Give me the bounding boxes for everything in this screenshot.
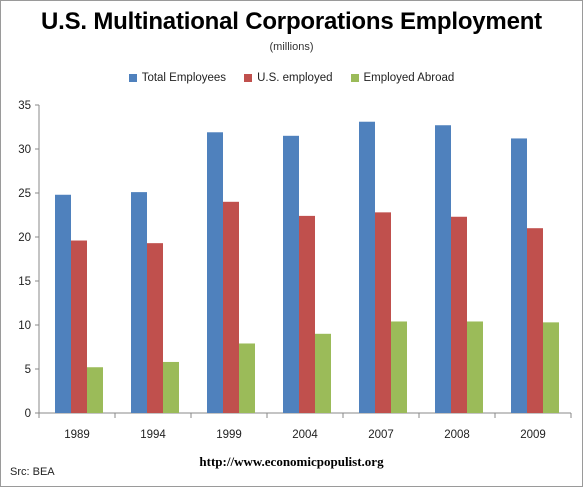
legend-swatch-abroad bbox=[350, 74, 359, 82]
bar-employed-abroad-1994 bbox=[163, 361, 179, 413]
source-note: Src: BEA bbox=[10, 466, 55, 478]
bar-employed-abroad-1989 bbox=[87, 367, 103, 413]
legend-item-abroad: Employed Abroad bbox=[350, 72, 455, 84]
bar-u-s-employed-2007 bbox=[375, 212, 391, 413]
y-tick-label: 15 bbox=[18, 276, 31, 288]
bar-u-s-employed-2009 bbox=[527, 228, 543, 413]
x-tick-label: 1989 bbox=[64, 429, 90, 441]
bar-u-s-employed-2008 bbox=[451, 216, 467, 413]
chart-subtitle: (millions) bbox=[269, 41, 314, 53]
y-tick-label: 20 bbox=[18, 232, 31, 244]
bar-total-employees-1994 bbox=[131, 192, 147, 413]
y-tick-label: 0 bbox=[25, 408, 31, 420]
bar-total-employees-2007 bbox=[359, 121, 375, 413]
legend: Total Employees U.S. employed Employed A… bbox=[0, 70, 583, 86]
x-tick-label: 2007 bbox=[368, 429, 394, 441]
y-axis: 0 5 10 15 20 25 30 35 bbox=[18, 100, 40, 420]
legend-swatch-us bbox=[244, 74, 253, 82]
x-tick-label: 1994 bbox=[140, 429, 166, 441]
y-tick-label: 5 bbox=[25, 364, 31, 376]
bar-u-s-employed-1989 bbox=[71, 240, 87, 413]
x-axis: 1989 1994 1999 2004 2007 2008 2009 bbox=[38, 412, 572, 441]
bar-total-employees-2008 bbox=[435, 125, 451, 414]
bar-total-employees-1999 bbox=[207, 132, 223, 413]
legend-label-total: Total Employees bbox=[141, 72, 227, 84]
bar-u-s-employed-1994 bbox=[147, 243, 163, 413]
chart-title: U.S. Multinational Corporations Employme… bbox=[41, 8, 542, 35]
footer-url: http://www.economicpopulist.org bbox=[199, 454, 384, 469]
y-tick-label: 30 bbox=[18, 144, 31, 156]
bar-employed-abroad-2008 bbox=[467, 321, 483, 413]
bars bbox=[55, 121, 559, 414]
bar-u-s-employed-1999 bbox=[223, 201, 239, 413]
bar-total-employees-2009 bbox=[511, 138, 527, 413]
legend-item-us: U.S. employed bbox=[244, 72, 333, 84]
bar-employed-abroad-2004 bbox=[315, 333, 331, 413]
legend-label-abroad: Employed Abroad bbox=[363, 72, 455, 84]
x-tick-label: 1999 bbox=[216, 429, 242, 441]
bar-u-s-employed-2004 bbox=[299, 215, 315, 413]
bar-employed-abroad-2007 bbox=[391, 321, 407, 413]
legend-item-total: Total Employees bbox=[128, 72, 227, 84]
bar-employed-abroad-2009 bbox=[543, 322, 559, 413]
legend-swatch-total bbox=[128, 74, 137, 82]
y-tick-label: 10 bbox=[18, 320, 31, 332]
bar-total-employees-2004 bbox=[283, 135, 299, 414]
x-tick-label: 2008 bbox=[444, 429, 470, 441]
y-tick-label: 25 bbox=[18, 188, 31, 200]
bar-employed-abroad-1999 bbox=[239, 343, 255, 413]
x-tick-label: 2004 bbox=[292, 429, 318, 441]
y-tick-label: 35 bbox=[18, 100, 31, 112]
x-tick-label: 2009 bbox=[520, 429, 546, 441]
legend-label-us: U.S. employed bbox=[257, 72, 333, 84]
bar-total-employees-1989 bbox=[55, 194, 71, 413]
